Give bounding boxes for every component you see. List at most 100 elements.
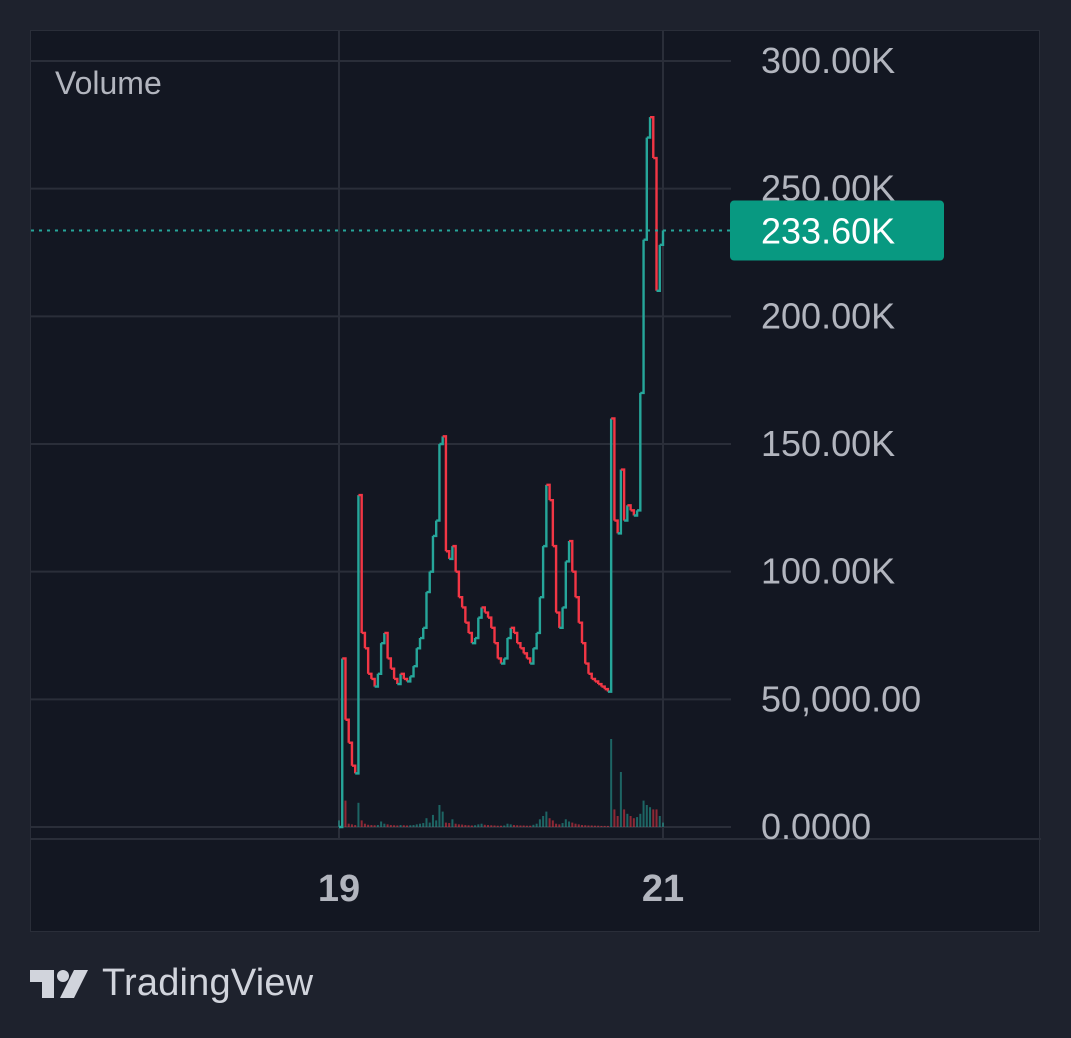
volume-bar-56 bbox=[519, 825, 522, 827]
tradingview-logo[interactable]: TradingView bbox=[30, 962, 313, 1005]
line-segment-27 bbox=[423, 592, 428, 630]
volume-bar-89 bbox=[626, 813, 629, 827]
line-segment-90 bbox=[627, 504, 632, 511]
line-segment-28 bbox=[426, 571, 431, 594]
line-segment-20 bbox=[400, 672, 405, 679]
line-segment-46 bbox=[484, 611, 490, 618]
line-segment-1 bbox=[339, 658, 344, 829]
y-tick-label-3: 150.00K bbox=[761, 423, 895, 464]
line-segment-50 bbox=[497, 657, 503, 664]
chart-svg[interactable]: 300.00K250.00K200.00K150.00K100.00K50,00… bbox=[31, 31, 1041, 933]
line-segment-69 bbox=[559, 607, 564, 630]
line-segment-66 bbox=[549, 498, 555, 547]
volume-bar-65 bbox=[548, 818, 551, 827]
line-segment-5 bbox=[351, 764, 357, 774]
volume-bar-61 bbox=[535, 823, 538, 827]
volume-bar-92 bbox=[636, 817, 639, 827]
volume-bar-19 bbox=[399, 825, 402, 827]
line-segment-42 bbox=[471, 638, 477, 645]
line-segment-22 bbox=[407, 676, 412, 683]
volume-bar-42 bbox=[474, 825, 477, 827]
tradingview-logo-icon bbox=[30, 969, 88, 998]
line-segment-99 bbox=[656, 244, 661, 292]
volume-bar-28 bbox=[428, 822, 431, 827]
volume-bar-0 bbox=[338, 820, 340, 827]
line-segment-16 bbox=[387, 657, 393, 669]
line-segment-33 bbox=[442, 435, 448, 552]
volume-bar-20 bbox=[402, 825, 405, 827]
volume-bar-75 bbox=[581, 825, 583, 827]
line-segment-43 bbox=[475, 617, 480, 640]
volume-bar-94 bbox=[642, 800, 645, 827]
volume-bar-88 bbox=[623, 809, 626, 827]
axes: 300.00K250.00K200.00K150.00K100.00K50,00… bbox=[31, 40, 1041, 910]
line-segment-73 bbox=[572, 570, 577, 598]
line-segment-54 bbox=[510, 626, 516, 633]
volume-bar-12 bbox=[376, 825, 379, 827]
volume-bar-34 bbox=[448, 823, 451, 827]
volume-bar-81 bbox=[600, 825, 603, 827]
volume-bar-43 bbox=[477, 824, 480, 827]
line-segment-98 bbox=[653, 156, 658, 291]
line-segment-14 bbox=[381, 632, 386, 645]
volume-bar-63 bbox=[542, 816, 545, 827]
volume-bar-58 bbox=[525, 825, 528, 827]
volume-bar-85 bbox=[613, 809, 616, 827]
volume-bar-22 bbox=[409, 825, 412, 827]
volume-bar-78 bbox=[590, 825, 593, 827]
line-segment-89 bbox=[624, 505, 629, 522]
line-segment-72 bbox=[569, 539, 574, 572]
volume-bar-98 bbox=[655, 809, 658, 827]
line-segment-76 bbox=[582, 641, 587, 664]
volume-bar-39 bbox=[464, 825, 467, 827]
x-tick-label-0: 19 bbox=[318, 868, 360, 910]
line-segment-59 bbox=[526, 657, 532, 664]
line-segment-70 bbox=[562, 561, 567, 609]
line-segment-51 bbox=[501, 658, 506, 665]
line-segment-40 bbox=[465, 621, 470, 633]
line-segment-35 bbox=[449, 546, 454, 561]
line-segment-29 bbox=[429, 535, 435, 573]
line-segment-56 bbox=[517, 641, 522, 649]
line-segment-86 bbox=[614, 519, 619, 534]
volume-bar-71 bbox=[568, 821, 571, 827]
line-segment-83 bbox=[604, 687, 610, 692]
line-segment-30 bbox=[432, 520, 438, 538]
y-tick-label-0: 300.00K bbox=[761, 40, 895, 81]
line-segment-64 bbox=[543, 484, 548, 548]
line-segment-78 bbox=[588, 672, 593, 679]
volume-bar-59 bbox=[529, 825, 532, 827]
line-segment-10 bbox=[368, 672, 373, 679]
volume-bar-45 bbox=[483, 824, 486, 827]
volume-bar-79 bbox=[593, 825, 596, 827]
line-segment-23 bbox=[410, 666, 415, 678]
line-segment-31 bbox=[436, 444, 441, 522]
line-segment-97 bbox=[650, 115, 655, 159]
volume-line bbox=[339, 115, 665, 829]
line-segment-79 bbox=[591, 677, 597, 682]
volume-bar-41 bbox=[470, 825, 473, 827]
line-segment-88 bbox=[620, 468, 626, 521]
volume-bar-80 bbox=[597, 825, 600, 827]
volume-bar-69 bbox=[561, 823, 564, 827]
volume-bar-84 bbox=[610, 739, 613, 827]
volume-bar-57 bbox=[522, 825, 525, 827]
tradingview-brand-text: TradingView bbox=[102, 962, 314, 1004]
volume-bar-55 bbox=[516, 825, 519, 827]
volume-bar-93 bbox=[639, 813, 642, 827]
volume-bar-64 bbox=[545, 811, 548, 827]
line-segment-13 bbox=[377, 643, 383, 675]
volume-bar-24 bbox=[415, 824, 418, 827]
volume-bar-21 bbox=[406, 825, 409, 827]
line-segment-9 bbox=[364, 647, 370, 674]
line-segment-8 bbox=[361, 631, 367, 649]
volume-bar-100 bbox=[662, 822, 664, 827]
line-segment-77 bbox=[585, 662, 590, 674]
volume-bar-77 bbox=[587, 825, 590, 827]
line-segment-84 bbox=[607, 418, 613, 693]
volume-bar-50 bbox=[500, 825, 502, 827]
line-segment-4 bbox=[348, 741, 354, 766]
volume-bar-70 bbox=[564, 819, 567, 827]
volume-bars bbox=[338, 739, 664, 827]
volume-bar-83 bbox=[606, 825, 609, 827]
